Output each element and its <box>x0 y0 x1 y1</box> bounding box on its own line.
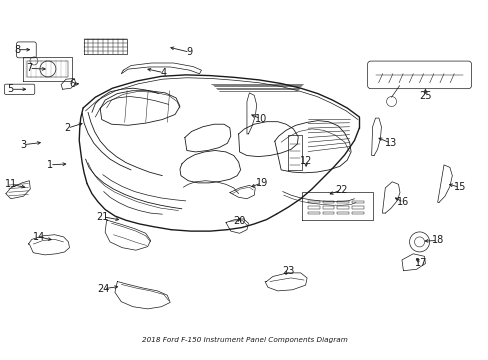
Text: 25: 25 <box>418 91 431 102</box>
Text: 15: 15 <box>452 182 465 192</box>
Text: 6: 6 <box>69 79 75 89</box>
Text: 21: 21 <box>96 212 109 222</box>
Text: 17: 17 <box>414 258 427 268</box>
Text: 8: 8 <box>14 45 20 55</box>
Bar <box>351 206 363 209</box>
Bar <box>351 212 363 214</box>
Text: 14: 14 <box>33 232 45 242</box>
Text: 12: 12 <box>299 156 312 166</box>
Text: 7: 7 <box>26 63 32 73</box>
Bar <box>322 201 334 203</box>
Text: 1: 1 <box>47 160 53 170</box>
Text: 2: 2 <box>64 123 70 133</box>
Bar <box>322 212 334 214</box>
Bar <box>351 201 363 203</box>
Bar <box>27 61 68 77</box>
Bar <box>307 212 319 214</box>
Text: 24: 24 <box>97 284 110 294</box>
Text: 19: 19 <box>255 178 267 188</box>
Text: 13: 13 <box>384 138 397 148</box>
Text: 3: 3 <box>20 140 26 150</box>
Bar <box>307 206 319 209</box>
Text: 9: 9 <box>186 47 192 57</box>
Text: 11: 11 <box>4 179 17 189</box>
Text: 23: 23 <box>282 266 294 276</box>
Text: 5: 5 <box>8 84 14 94</box>
Bar <box>337 201 348 203</box>
Text: 22: 22 <box>334 185 347 195</box>
Bar <box>322 206 334 209</box>
Bar <box>337 212 348 214</box>
Text: 20: 20 <box>233 216 245 226</box>
Bar <box>337 206 348 209</box>
Text: 2018 Ford F-150 Instrument Panel Components Diagram: 2018 Ford F-150 Instrument Panel Compone… <box>141 337 347 343</box>
Text: 18: 18 <box>430 235 443 246</box>
Text: 4: 4 <box>161 68 166 78</box>
Text: 16: 16 <box>396 197 409 207</box>
Bar <box>307 201 319 203</box>
Text: 10: 10 <box>254 114 266 124</box>
